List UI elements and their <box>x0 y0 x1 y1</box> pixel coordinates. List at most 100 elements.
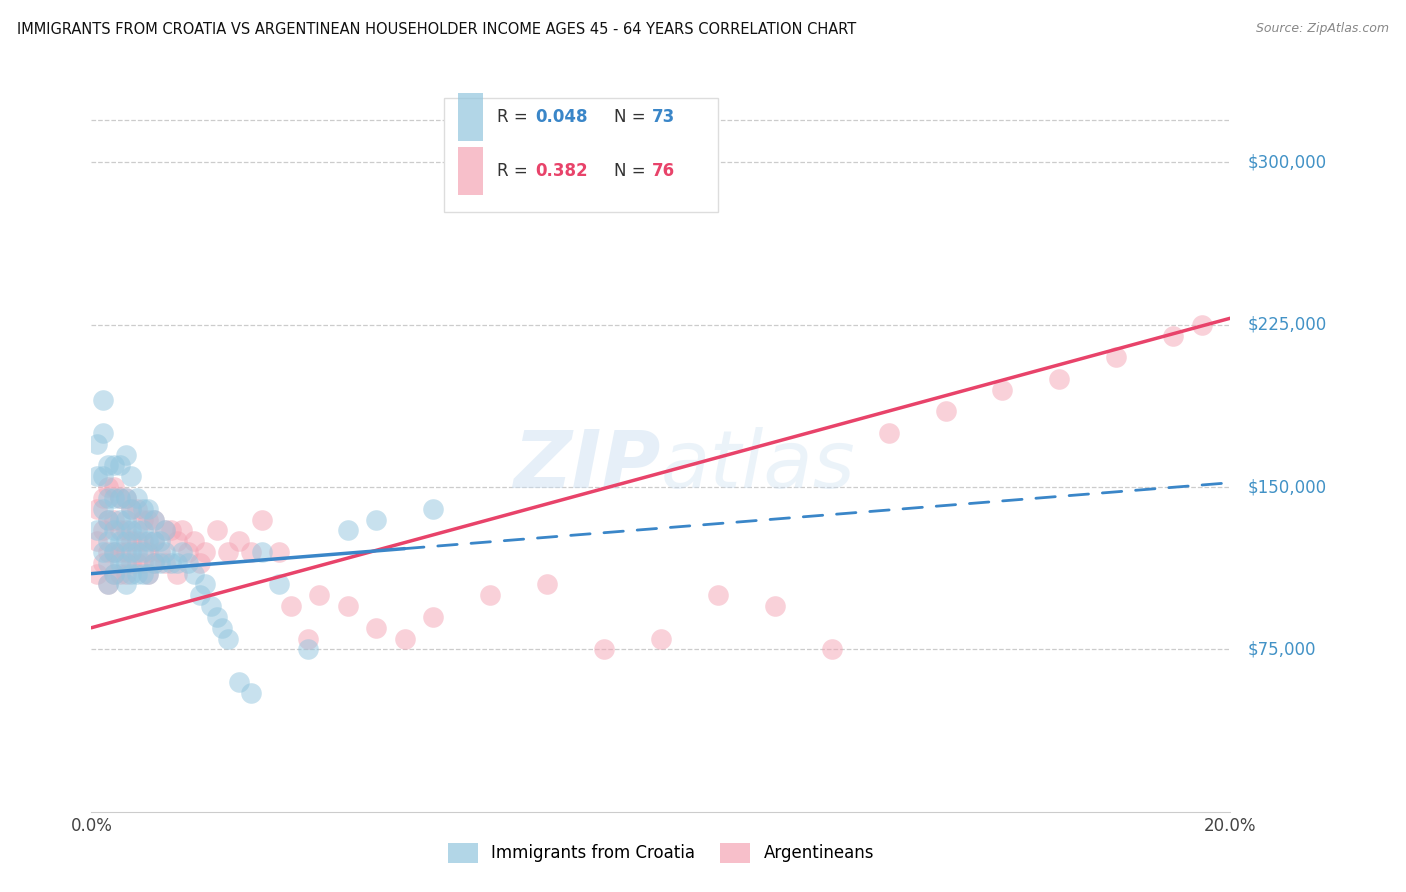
Point <box>86 501 108 516</box>
Point <box>138 566 160 581</box>
Point <box>103 458 125 473</box>
Point <box>131 501 153 516</box>
Point <box>394 632 416 646</box>
Point <box>86 469 108 483</box>
Point <box>114 491 136 505</box>
Text: 76: 76 <box>652 162 675 180</box>
Point <box>120 566 142 581</box>
Point <box>217 632 239 646</box>
Point <box>1049 372 1071 386</box>
Point <box>160 524 183 538</box>
Point <box>131 556 153 570</box>
Point <box>91 491 114 505</box>
Point <box>97 577 120 591</box>
Text: $225,000: $225,000 <box>1247 316 1327 334</box>
Point <box>877 425 900 440</box>
Point <box>1161 328 1184 343</box>
Point <box>160 556 183 570</box>
Point <box>91 545 114 559</box>
Point <box>131 545 153 559</box>
Point <box>114 577 136 591</box>
Point <box>228 534 250 549</box>
Point <box>228 674 250 689</box>
Point <box>86 524 108 538</box>
Point <box>143 512 166 526</box>
Point <box>143 512 166 526</box>
Point <box>120 469 142 483</box>
Point <box>114 566 136 581</box>
Point <box>114 534 136 549</box>
Point <box>103 524 125 538</box>
Point <box>149 545 172 559</box>
Bar <box>458 147 484 194</box>
Point <box>108 545 131 559</box>
Point <box>86 436 108 450</box>
Point <box>166 534 188 549</box>
Point <box>103 512 125 526</box>
Point <box>120 545 142 559</box>
Point <box>269 577 291 591</box>
Point <box>97 480 120 494</box>
Point <box>177 556 200 570</box>
Point <box>97 545 120 559</box>
Point <box>120 556 142 570</box>
Point <box>114 512 136 526</box>
Point <box>114 556 136 570</box>
Point <box>650 632 672 646</box>
Point <box>250 512 273 526</box>
Point <box>269 545 291 559</box>
Point <box>143 534 166 549</box>
Text: ZIP: ZIP <box>513 427 661 505</box>
Point <box>217 545 239 559</box>
Point <box>155 545 177 559</box>
Point <box>143 556 166 570</box>
Point <box>125 534 148 549</box>
Point <box>1105 350 1128 364</box>
Point <box>108 556 131 570</box>
Point <box>103 480 125 494</box>
Text: N =: N = <box>614 162 651 180</box>
Point <box>239 686 262 700</box>
Point <box>934 404 956 418</box>
Point <box>149 534 172 549</box>
Point <box>297 632 319 646</box>
Point <box>97 512 120 526</box>
Legend: Immigrants from Croatia, Argentineans: Immigrants from Croatia, Argentineans <box>441 836 880 870</box>
Point <box>205 524 228 538</box>
Point <box>91 524 114 538</box>
Point <box>364 512 387 526</box>
Point <box>125 545 148 559</box>
Point <box>1191 318 1213 332</box>
Point <box>138 566 160 581</box>
Point <box>91 501 114 516</box>
Point <box>108 524 131 538</box>
Text: N =: N = <box>614 108 651 127</box>
Point <box>91 556 114 570</box>
Point <box>97 534 120 549</box>
Text: $75,000: $75,000 <box>1247 640 1316 658</box>
Text: R =: R = <box>496 108 533 127</box>
Point <box>138 501 160 516</box>
Point <box>336 599 359 613</box>
Text: R =: R = <box>496 162 533 180</box>
Point <box>183 534 205 549</box>
Point <box>120 524 142 538</box>
Point <box>138 545 160 559</box>
Point <box>706 588 728 602</box>
Point <box>103 491 125 505</box>
Point <box>336 524 359 538</box>
Point <box>97 556 120 570</box>
Point <box>205 610 228 624</box>
Point <box>131 512 153 526</box>
Bar <box>458 94 484 141</box>
Point <box>91 469 114 483</box>
Point <box>131 566 153 581</box>
Point <box>131 534 153 549</box>
Point <box>114 491 136 505</box>
Point <box>364 621 387 635</box>
Point <box>120 534 142 549</box>
Point <box>97 458 120 473</box>
Point <box>91 425 114 440</box>
Point <box>172 524 194 538</box>
Point <box>125 491 148 505</box>
